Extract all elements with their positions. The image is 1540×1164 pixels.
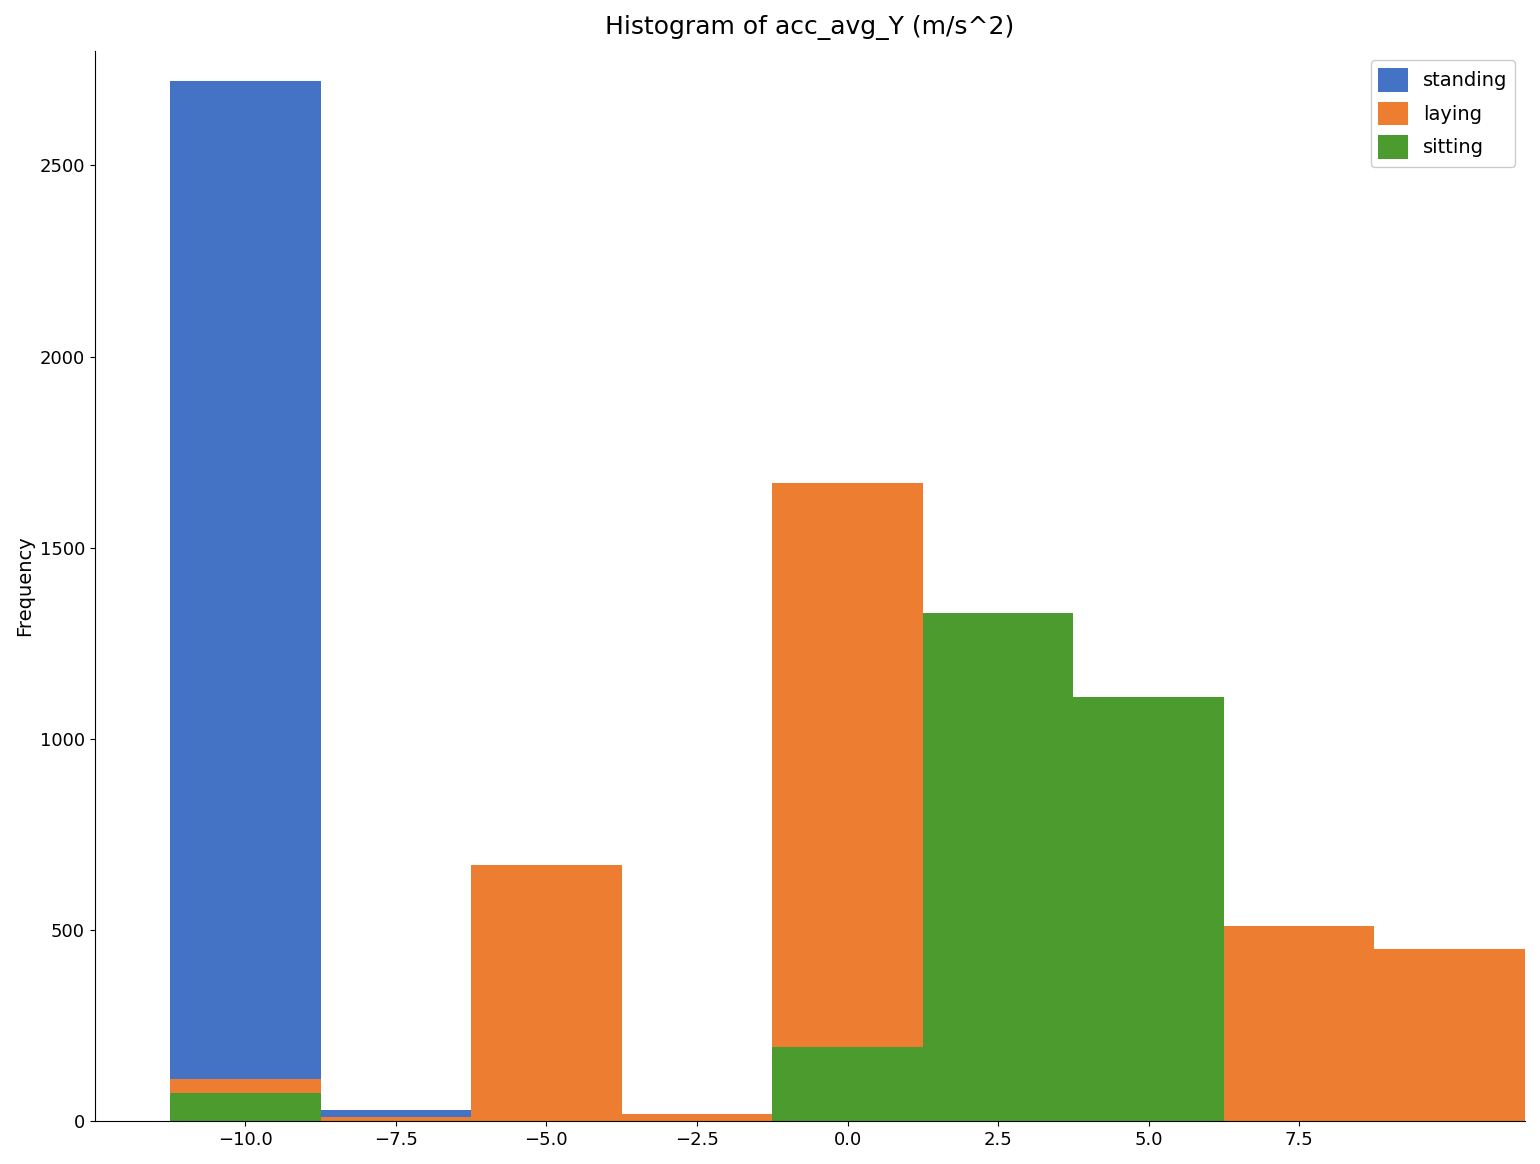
Bar	[922, 612, 1073, 1121]
Bar	[320, 1109, 471, 1121]
Bar	[169, 1079, 320, 1121]
Bar	[1375, 949, 1525, 1121]
Bar	[772, 483, 922, 1121]
Y-axis label: Frequency: Frequency	[15, 535, 34, 637]
Bar	[1073, 697, 1224, 1121]
Bar	[772, 1046, 922, 1121]
Legend: standing, laying, sitting: standing, laying, sitting	[1371, 61, 1515, 166]
Bar	[922, 1096, 1073, 1121]
Bar	[169, 81, 320, 1121]
Bar	[622, 1114, 772, 1121]
Bar	[320, 1117, 471, 1121]
Title: Histogram of acc_avg_Y (m/s^2): Histogram of acc_avg_Y (m/s^2)	[605, 15, 1015, 40]
Bar	[1224, 927, 1375, 1121]
Bar	[1073, 1115, 1224, 1121]
Bar	[169, 1093, 320, 1121]
Bar	[471, 865, 622, 1121]
